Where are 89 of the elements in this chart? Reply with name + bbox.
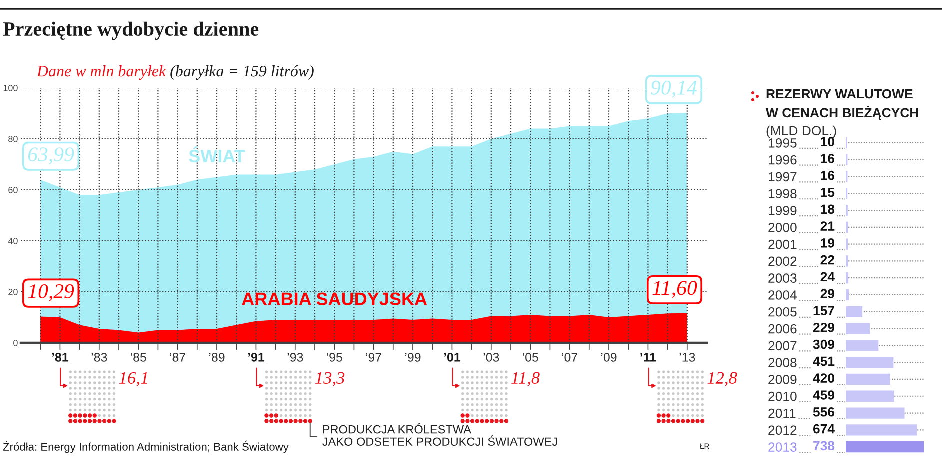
data-label: 674: [813, 424, 835, 434]
bar: [846, 340, 879, 352]
bar: [846, 306, 863, 318]
data-label: 19: [821, 238, 835, 248]
data-label: 556: [813, 407, 835, 417]
x-tick-label: ’13: [680, 353, 696, 362]
bar: [846, 289, 850, 301]
data-label: 22: [820, 255, 834, 265]
y-tick-label: 1998: [769, 189, 797, 199]
y-tick-label: 80: [8, 136, 18, 142]
chart-subtitle: (MLD DOL.): [766, 126, 836, 138]
y-tick-label: 20: [8, 288, 18, 296]
x-tick-label: ’87: [170, 353, 186, 362]
x-tick-label: ’05: [523, 353, 538, 362]
x-tick-label: ’89: [209, 353, 225, 362]
data-label: 29: [820, 289, 835, 299]
y-tick-label: 2010: [768, 392, 797, 402]
y-tick-label: 100: [4, 84, 18, 92]
y-tick-label: 2009: [768, 375, 797, 384]
text: (baryłka = 159 litrów): [170, 65, 314, 80]
y-tick-label: 1995: [769, 138, 797, 148]
x-tick-label: ’07: [562, 353, 578, 362]
text: PRODUKCJA KRÓLESTWA JAKO ODSETEK PRODUKCJI ŚWIATOWEJ: [322, 423, 558, 446]
y-tick-label: 2011: [768, 408, 796, 418]
data-label: 10: [821, 137, 834, 146]
x-tick-label: ’85: [131, 353, 146, 362]
y-axis-title: Dane w mln baryłek: [36, 65, 166, 80]
data-label: 10,29: [28, 284, 74, 302]
data-label: 11,60: [652, 281, 698, 298]
y-tick-label: 1997: [769, 172, 797, 182]
x-tick-label: ’09: [601, 353, 617, 362]
data-label: 11,8: [512, 372, 540, 386]
x-tick-label: ’11: [640, 353, 656, 362]
data-label: 16,1: [119, 372, 148, 386]
bar: [846, 323, 870, 334]
data-label: 229: [813, 322, 835, 332]
data-label: 16: [821, 154, 835, 164]
y-tick-label: 2007: [768, 341, 797, 351]
y-tick-label: 1996: [769, 155, 797, 165]
data-label: 24: [820, 272, 835, 282]
bar: [846, 424, 918, 436]
bar: [846, 357, 894, 368]
text: Źródła: Energy Information Administration; Bank Światowy: [3, 440, 289, 454]
y-tick-label: 2008: [768, 358, 797, 368]
y-tick-label: 2006: [768, 324, 797, 334]
data-label: 459: [813, 390, 835, 400]
chart-title: REZERWY WALUTOWE W CENACH BIEŻĄCYCH: [766, 89, 918, 120]
data-label: 90,14: [651, 80, 697, 98]
y-tick-label: 2002: [768, 256, 797, 266]
bar: [846, 272, 849, 284]
y-tick-label: 2005: [768, 307, 797, 317]
chart-title: Przeciętne wydobycie dzienne: [3, 22, 259, 40]
x-tick-label: ’83: [92, 353, 108, 362]
bar: [846, 408, 905, 419]
data-label: 13,3: [315, 372, 345, 386]
bar: [846, 374, 890, 386]
y-tick-label: 1999: [769, 206, 797, 216]
y-tick-label: 0: [14, 340, 18, 346]
y-tick-label: 2012: [768, 426, 797, 436]
data-label: 738: [814, 441, 835, 451]
data-label: 15: [821, 188, 835, 198]
data-label: 157: [814, 306, 834, 316]
x-tick-label: ’01: [444, 353, 461, 362]
series-label: ŚWIAT: [189, 146, 246, 163]
y-tick-label: 60: [8, 186, 18, 194]
x-tick-label: ’99: [405, 353, 421, 362]
y-tick-label: 2013: [768, 442, 797, 452]
data-label: 18: [821, 204, 835, 214]
y-tick-label: 40: [8, 238, 18, 244]
x-tick-label: ’93: [288, 353, 304, 362]
y-tick-label: 2001: [768, 240, 797, 250]
data-label: 420: [813, 374, 834, 384]
y-tick-label: 2000: [768, 222, 797, 232]
series-label: ARABIA SAUDYJSKA: [242, 292, 428, 306]
data-label: 21: [820, 222, 835, 231]
y-tick-label: 2003: [768, 274, 797, 284]
bar: [846, 390, 895, 402]
data-label: 309: [813, 340, 835, 350]
x-tick-label: ’95: [327, 353, 342, 362]
data-label: 451: [813, 356, 835, 366]
data-label: 12,8: [708, 372, 738, 386]
data-label: 63,99: [28, 148, 74, 165]
x-tick-label: ’81: [52, 353, 69, 362]
x-tick-label: ’91: [248, 353, 265, 362]
x-tick-label: ’03: [484, 353, 500, 362]
bar: [846, 441, 924, 453]
data-label: 16: [821, 170, 835, 180]
y-tick-label: 2004: [768, 290, 797, 300]
x-tick-label: ’97: [366, 353, 382, 362]
